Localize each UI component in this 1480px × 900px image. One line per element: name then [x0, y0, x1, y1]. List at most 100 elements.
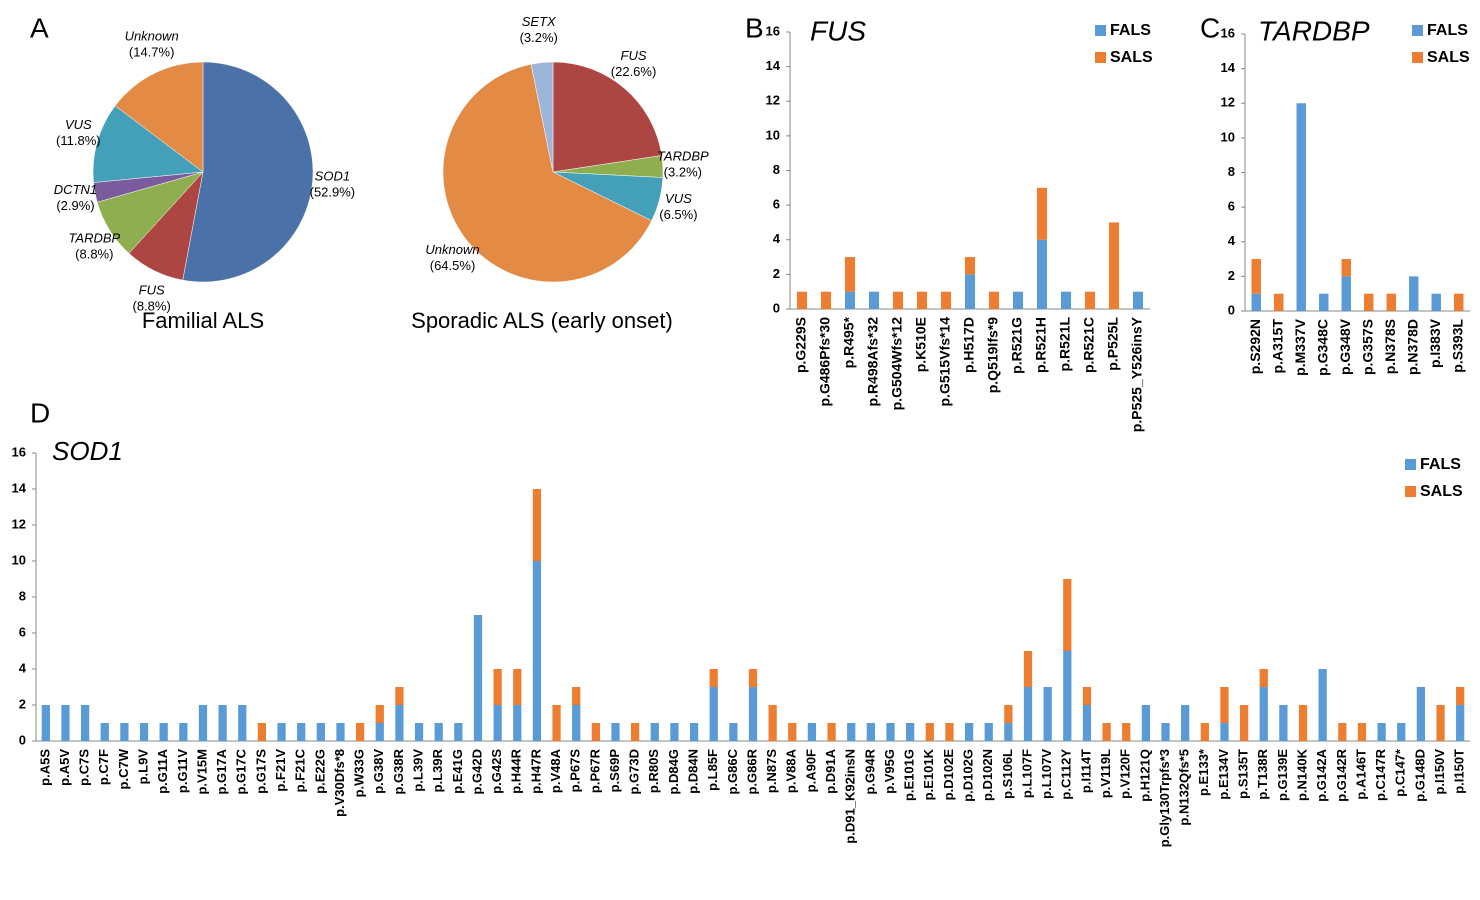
bar-segment	[1036, 239, 1048, 309]
bar-segment	[61, 705, 70, 741]
x-tick-label: p.F21C	[293, 748, 308, 792]
bar-segment	[1108, 222, 1120, 309]
y-tick-label: 8	[1228, 164, 1235, 179]
pie-slice	[442, 63, 652, 283]
x-tick-label: p.T138R	[1255, 748, 1270, 799]
slice-value-label: (3.2%)	[520, 30, 558, 45]
x-tick-label: p.V95G	[882, 749, 897, 794]
bar-segment	[1082, 705, 1092, 741]
slice-name: Unknown	[125, 28, 179, 43]
bar-segment	[1012, 291, 1024, 309]
x-tick-label: p.E101G	[902, 749, 917, 801]
bar-segment	[984, 723, 993, 741]
bar-segment	[80, 705, 90, 741]
bar-segment	[650, 723, 659, 741]
x-tick-label: p.D91_K92insN	[843, 749, 858, 844]
slice-name: VUS	[65, 117, 92, 132]
y-tick-label: 10	[12, 552, 26, 567]
x-tick-label: p.N378D	[1404, 319, 1420, 375]
x-tick-label: p.V120F	[1118, 749, 1133, 799]
x-tick-label: p.R521H	[1033, 317, 1049, 373]
y-tick-label: 4	[1228, 233, 1236, 248]
x-tick-label: p.L39R	[430, 748, 445, 792]
x-tick-label: p.L9V	[135, 749, 150, 785]
bar-segment	[886, 723, 895, 741]
x-tick-label: p.C7S	[77, 749, 92, 786]
bar-segment	[1023, 651, 1033, 687]
bar-segment	[1341, 259, 1351, 277]
bar-segment	[945, 723, 954, 741]
legend-swatch	[1095, 52, 1106, 63]
x-tick-label: p.H121Q	[1137, 749, 1152, 802]
bar-segment	[513, 705, 522, 741]
x-tick-label: p.C7F	[96, 749, 111, 785]
bar-segment	[820, 291, 832, 309]
bar-segment	[866, 723, 875, 741]
x-tick-label: p.D84G	[666, 749, 681, 795]
x-tick-label: p.G11V	[175, 749, 190, 793]
x-tick-label: p.Q519Ifs*9	[985, 317, 1001, 393]
bar-segment	[257, 723, 267, 741]
x-tick-label: p.R498Afs*32	[865, 317, 881, 407]
bar-segment	[729, 723, 738, 741]
bar-segment	[1004, 723, 1013, 741]
bar-segment	[1259, 669, 1268, 687]
x-tick-label: p.N140K	[1294, 748, 1309, 801]
x-tick-label: p.R521L	[1057, 317, 1073, 372]
y-tick-label: 14	[1221, 60, 1236, 75]
panel-letter: A	[30, 12, 49, 43]
bar-segment	[41, 705, 50, 741]
bar-segment	[1004, 705, 1013, 723]
x-tick-label: p.G504Wfs*12	[889, 317, 905, 411]
bar-segment	[709, 687, 718, 741]
bar-segment	[297, 723, 306, 741]
bar-segment	[1036, 187, 1048, 240]
bar-segment	[1063, 651, 1072, 741]
bar-segment	[1063, 579, 1072, 651]
pie-slice	[92, 105, 204, 183]
bar-segment	[1386, 293, 1396, 311]
x-tick-label: p.D102E	[941, 749, 956, 801]
chart-title: Familial ALS	[142, 308, 264, 333]
bar-segment	[532, 561, 542, 741]
x-tick-label: p.G348C	[1314, 319, 1330, 376]
x-tick-label: p.A315T	[1269, 319, 1285, 374]
x-tick-label: p.D102G	[961, 749, 976, 802]
y-tick-label: 10	[766, 127, 780, 142]
bar-segment	[1364, 293, 1374, 311]
bar-segment	[218, 705, 227, 741]
x-tick-label: p.G73D	[627, 749, 642, 795]
bar-segment	[1132, 291, 1144, 309]
x-tick-label: p.I150V	[1432, 749, 1447, 795]
bar-segment	[1200, 723, 1209, 741]
bar-segment	[1251, 293, 1261, 311]
x-tick-label: p.C147R	[1373, 748, 1388, 801]
bar-segment	[796, 291, 808, 309]
bar-segment	[748, 669, 758, 687]
x-tick-label: p.R521C	[1081, 317, 1097, 373]
legend-label: SALS	[1420, 483, 1463, 500]
slice-value-label: (6.5%)	[659, 207, 697, 222]
x-tick-label: p.G38R	[391, 748, 406, 794]
x-tick-label: p.G148D	[1412, 749, 1427, 802]
bar-segment	[1023, 687, 1033, 741]
x-tick-label: p.D102N	[980, 749, 995, 801]
x-tick-label: p.G139E	[1275, 749, 1290, 801]
y-tick-label: 4	[773, 231, 781, 246]
panel-letter: D	[30, 397, 50, 428]
bar-segment	[1239, 705, 1249, 741]
bar-segment	[238, 705, 247, 741]
bar-segment	[844, 291, 856, 309]
bar-segment	[988, 291, 1000, 309]
x-tick-label: p.S69P	[607, 749, 622, 793]
bar-segment	[355, 723, 365, 741]
x-tick-label: p.G17C	[234, 748, 249, 794]
bar-segment	[513, 669, 522, 705]
y-tick-label: 2	[19, 696, 26, 711]
x-tick-label: p.W33G	[352, 749, 367, 797]
bar-segment	[1431, 293, 1441, 311]
x-tick-label: p.L39V	[410, 749, 425, 792]
x-tick-label: p.G38V	[371, 749, 386, 794]
bar-segment	[1341, 276, 1351, 311]
x-tick-label: p.P525L	[1105, 317, 1121, 371]
